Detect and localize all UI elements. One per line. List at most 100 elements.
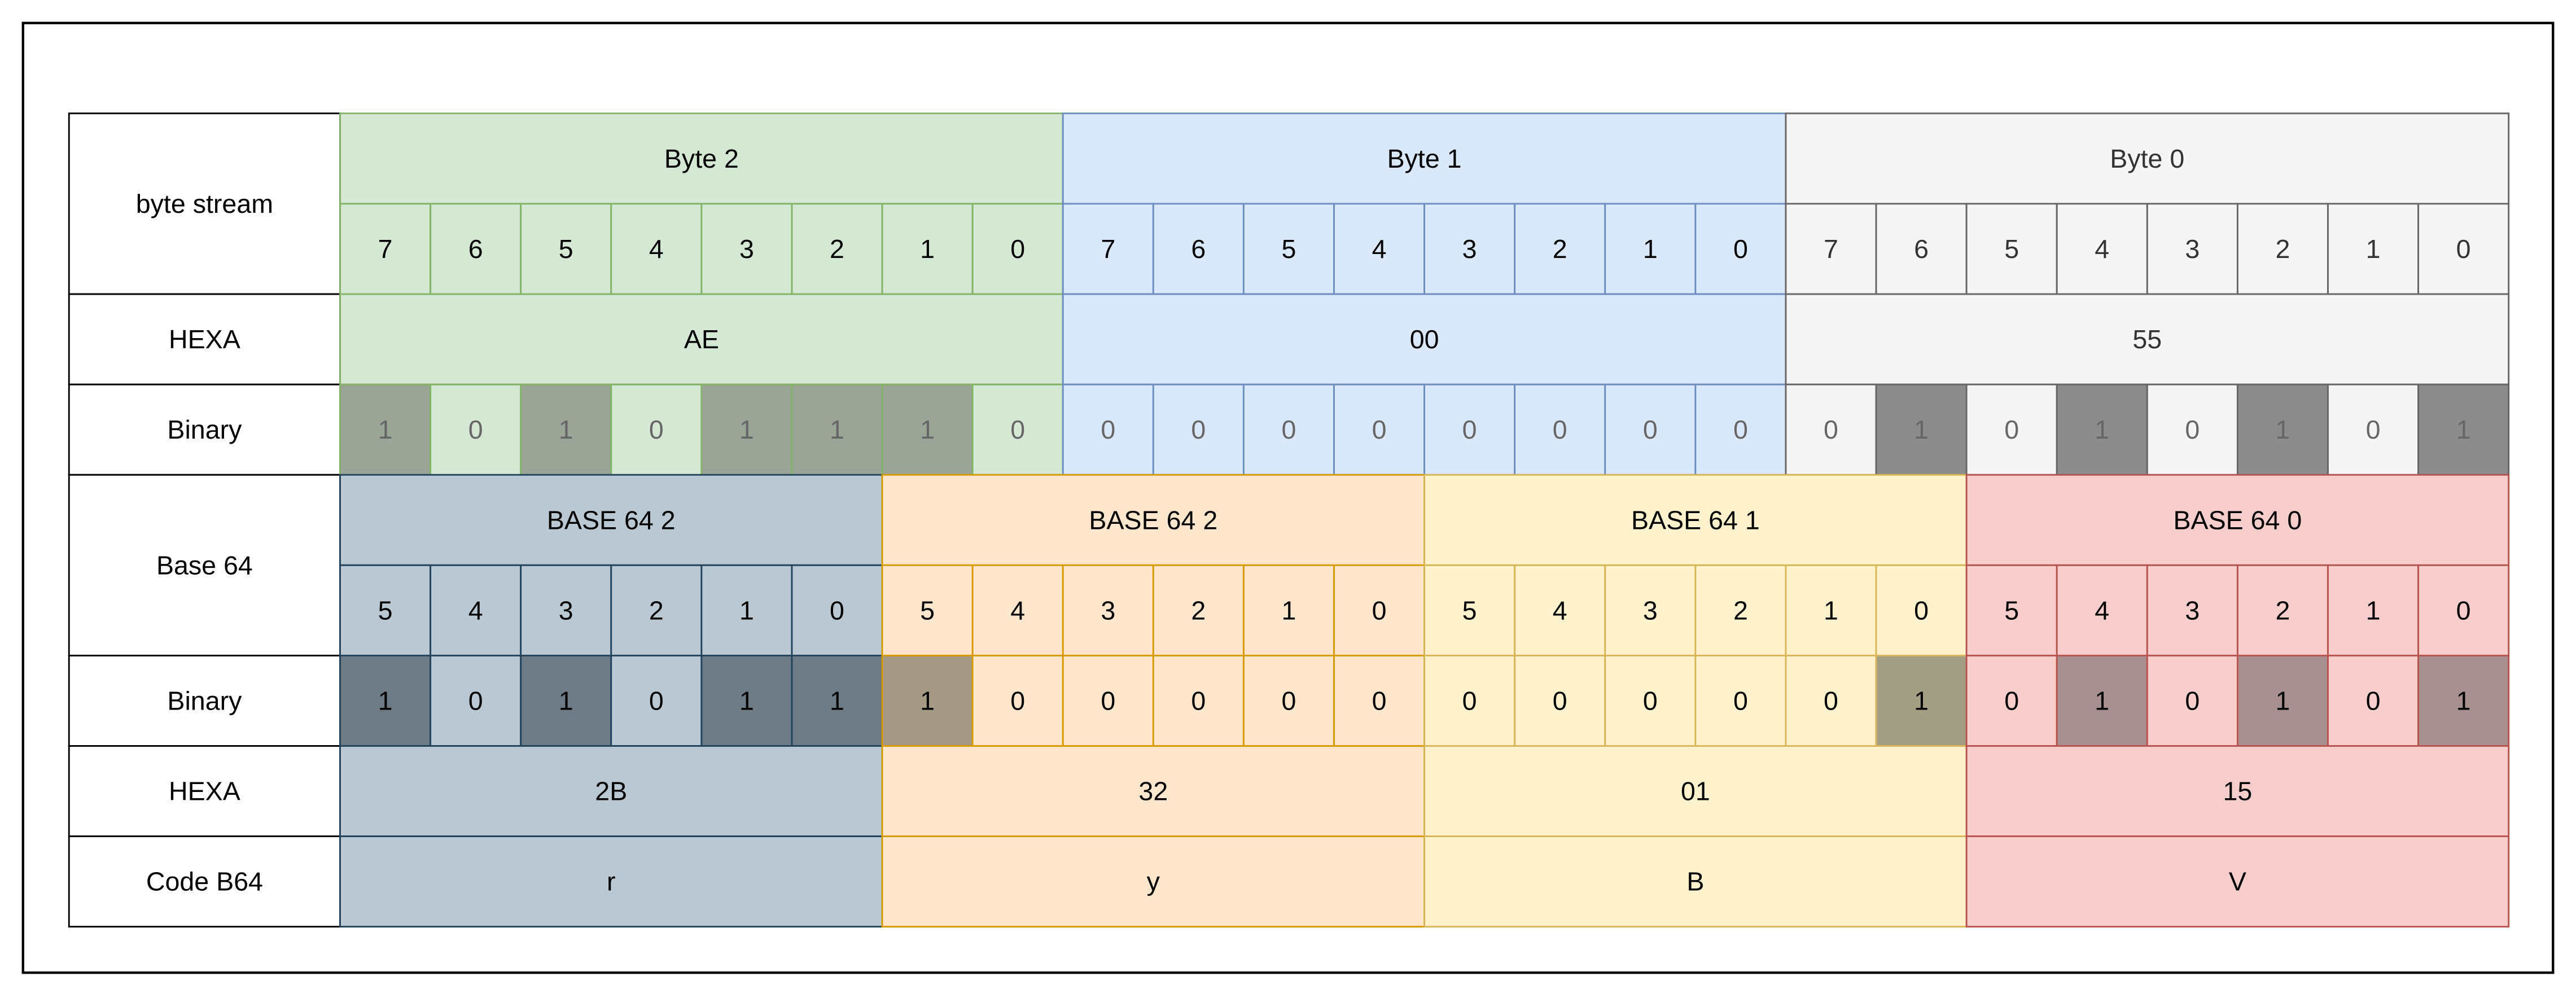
byte-bit-cell — [610, 383, 703, 476]
b64-bit-index: 1 — [1824, 596, 1838, 625]
byte-bit-cell — [1875, 383, 1968, 476]
byte-bit: 0 — [1643, 415, 1658, 444]
bit-index: 7 — [1101, 234, 1115, 264]
b64-bit-index-cell — [1242, 564, 1335, 656]
bit-index: 4 — [1372, 234, 1387, 264]
byte-bit: 0 — [1553, 415, 1567, 444]
row-label-cell — [68, 654, 341, 747]
b64-bit-index: 2 — [2275, 596, 2290, 625]
b64-bit-index: 0 — [1914, 596, 1929, 625]
b64-bit-index-cell — [1694, 564, 1787, 656]
b64-bit-index: 0 — [830, 596, 844, 625]
b64-bit: 1 — [1914, 686, 1929, 715]
byte-bit: 0 — [2366, 415, 2381, 444]
b64-bit: 1 — [739, 686, 754, 715]
row-label: Code B64 — [146, 867, 263, 896]
b64-code: y — [1147, 867, 1160, 896]
byte-bit: 0 — [1191, 415, 1206, 444]
b64-bit: 1 — [559, 686, 573, 715]
b64-bit: 0 — [2004, 686, 2019, 715]
b64-bit-index-cell — [2327, 564, 2420, 656]
b64-bit-cell — [1062, 654, 1154, 747]
b64-bit: 0 — [2366, 686, 2381, 715]
b64-code: B — [1686, 867, 1704, 896]
b64-bit-cell — [2327, 654, 2420, 747]
b64-bit-index: 1 — [1282, 596, 1296, 625]
b64-bit-index: 4 — [1010, 596, 1025, 625]
b64-bit: 0 — [1282, 686, 1296, 715]
b64-bit-index: 4 — [1553, 596, 1567, 625]
b64-bit-index-cell — [2056, 564, 2148, 656]
bit-index-cell — [2417, 203, 2510, 295]
b64-bit-cell — [339, 654, 432, 747]
byte-bit: 0 — [649, 415, 664, 444]
bit-index: 0 — [2456, 234, 2471, 264]
byte-bit: 0 — [1462, 415, 1477, 444]
b64-bit-index-cell — [339, 564, 432, 656]
b64-hex: 2B — [595, 777, 627, 806]
row-label: HEXA — [169, 777, 240, 806]
b64-bit-index: 0 — [1372, 596, 1387, 625]
b64-bit-index: 2 — [1733, 596, 1748, 625]
b64-bit: 1 — [2456, 686, 2471, 715]
b64-name: BASE 64 2 — [1089, 505, 1217, 535]
byte-bit-cell — [2146, 383, 2238, 476]
bit-index: 6 — [1191, 234, 1206, 264]
b64-bit: 1 — [2095, 686, 2109, 715]
b64-bit-index: 3 — [1101, 596, 1115, 625]
b64-bit-cell — [1242, 654, 1335, 747]
byte-bit: 0 — [1824, 415, 1838, 444]
bit-index: 3 — [2185, 234, 2200, 264]
byte-name-cell — [1062, 112, 1787, 205]
b64-bit-index-cell — [2417, 564, 2510, 656]
b64-bit: 1 — [378, 686, 393, 715]
byte-bit-cell — [1514, 383, 1606, 476]
b64-bit-cell — [1694, 654, 1787, 747]
b64-bit-cell — [1152, 654, 1245, 747]
byte-hex: 00 — [1410, 325, 1439, 354]
byte-bit: 1 — [378, 415, 393, 444]
b64-bit-cell — [1875, 654, 1968, 747]
b64-bit-cell — [1785, 654, 1877, 747]
b64-bit-index: 5 — [378, 596, 393, 625]
b64-hex: 01 — [1681, 777, 1710, 806]
b64-hex-cell — [1965, 745, 2510, 838]
row-label: byte stream — [136, 189, 273, 218]
b64-bit-index-cell — [1423, 564, 1516, 656]
byte-bit-cell — [1785, 383, 1877, 476]
bit-index-cell — [2146, 203, 2238, 295]
byte-bit: 1 — [2095, 415, 2109, 444]
b64-code-cell — [1423, 835, 1968, 928]
b64-bit-index-cell — [1604, 564, 1697, 656]
byte-bit-cell — [1604, 383, 1697, 476]
byte-bit: 0 — [468, 415, 483, 444]
byte-bit-cell — [881, 383, 974, 476]
byte-name: Byte 2 — [664, 144, 739, 173]
row-label: Binary — [167, 415, 242, 444]
bit-index: 7 — [1824, 234, 1838, 264]
bit-index: 4 — [2095, 234, 2109, 264]
b64-bit-index: 0 — [2456, 596, 2471, 625]
bit-index-cell — [1785, 203, 1877, 295]
byte-bit: 0 — [2185, 415, 2200, 444]
byte-name-cell — [1785, 112, 2510, 205]
b64-bit-cell — [520, 654, 612, 747]
b64-bit-cell — [2417, 654, 2510, 747]
bit-index: 4 — [649, 234, 664, 264]
bit-index-cell — [2236, 203, 2329, 295]
byte-bit: 1 — [1914, 415, 1929, 444]
b64-bit-index: 3 — [1643, 596, 1658, 625]
b64-hex-cell — [881, 745, 1426, 838]
bit-index: 5 — [2004, 234, 2019, 264]
byte-hex-cell — [1062, 293, 1787, 386]
bit-index-cell — [520, 203, 612, 295]
b64-bit: 0 — [1462, 686, 1477, 715]
bit-index-cell — [1965, 203, 2058, 295]
b64-bit-index: 1 — [2366, 596, 2381, 625]
bit-index-cell — [1062, 203, 1154, 295]
bit-index-cell — [339, 203, 432, 295]
b64-code-cell — [339, 835, 883, 928]
b64-name: BASE 64 1 — [1631, 505, 1760, 535]
bit-index: 1 — [2366, 234, 2381, 264]
byte-bit-cell — [2327, 383, 2420, 476]
